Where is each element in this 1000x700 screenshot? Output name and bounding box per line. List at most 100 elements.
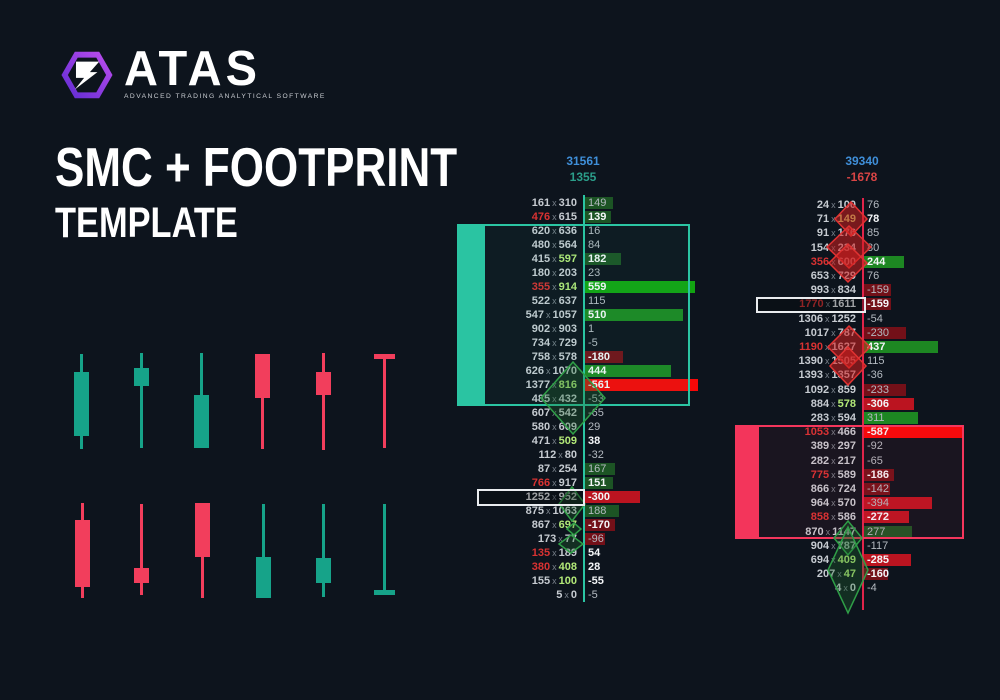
delta-bar (584, 477, 613, 489)
multiply-separator: x (831, 228, 836, 239)
multiply-separator: x (831, 498, 836, 509)
delta-value: 139 (588, 211, 607, 223)
bid-value: 1053 (804, 426, 830, 439)
delta-value: -117 (867, 539, 889, 552)
bid-ask-value: 480 x 564 (532, 238, 577, 252)
bid-value: 1190 (799, 341, 824, 353)
bid-ask-value: 282 x 217 (811, 454, 856, 468)
bid-value: 580 (531, 421, 551, 433)
poc-highlight-box (477, 489, 585, 506)
delta-value: -180 (588, 351, 611, 363)
bid-ask-value: 1053 x 466 (805, 425, 856, 439)
bid-ask-value: 775 x 589 (811, 468, 856, 482)
ask-value: 589 (837, 468, 856, 481)
multiply-separator: x (831, 484, 836, 494)
delta-value: 29 (588, 421, 601, 433)
delta-bar (863, 284, 891, 297)
footprint-candle-body (458, 225, 485, 404)
delta-bar (863, 497, 932, 510)
bid-value: 867 (531, 519, 551, 531)
candle-body (315, 558, 331, 583)
bid-ask-value: 355 x 914 (532, 280, 577, 294)
cluster-volume-label: 39340 (845, 154, 879, 168)
title-line-2: TEMPLATE (55, 199, 238, 247)
multiply-separator: x (825, 356, 830, 367)
ask-value: 217 (837, 454, 856, 467)
delta-value: 151 (588, 477, 607, 489)
delta-value: -32 (588, 449, 604, 461)
delta-bar (584, 519, 615, 531)
bid-value: 112 (538, 449, 557, 461)
candle-body (133, 368, 149, 386)
multiply-separator: x (831, 441, 836, 452)
delta-bar (584, 533, 605, 545)
delta-bar (584, 197, 613, 209)
ask-value: 637 (558, 295, 577, 307)
ask-value: 578 (558, 351, 577, 363)
bid-ask-value: 522 x 637 (532, 294, 577, 308)
ask-value: 1057 (552, 309, 577, 321)
multiply-separator: x (552, 240, 557, 250)
bid-value: 5 (556, 589, 563, 601)
ask-value: 816 (559, 379, 577, 391)
poc-highlight-box (756, 297, 866, 313)
delta-value: -54 (867, 312, 883, 325)
multiply-separator: x (841, 583, 850, 593)
ask-value: 409 (838, 554, 856, 566)
multiply-separator: x (831, 271, 836, 281)
bid-value: 866 (810, 483, 830, 495)
bid-value: 471 (531, 435, 551, 447)
ask-value: 914 (558, 281, 577, 293)
ask-value: 310 (558, 197, 577, 209)
footprint-chart-bullish: 161 x 310 149 476 x 615 139 620 x 636 16 480 x 564 84 41… (450, 150, 712, 620)
ask-value: 834 (837, 284, 856, 297)
bid-value: 71 (816, 213, 830, 226)
bid-value: 283 (810, 412, 830, 424)
delta-bar (863, 511, 909, 524)
delta-value: -300 (588, 491, 611, 503)
footprint-candle-body (737, 427, 759, 537)
title-line-1: SMC + FOOTPRINT (55, 136, 458, 198)
multiply-separator: x (825, 526, 831, 537)
multiply-separator: x (831, 540, 836, 551)
candle-doji-cap (373, 354, 395, 359)
delta-bar (863, 326, 906, 339)
ask-value: 432 (559, 393, 577, 405)
brand-name: ATAS (124, 39, 261, 96)
ask-value: 0 (570, 589, 577, 601)
bid-ask-value: 858 x 586 (811, 510, 856, 524)
bid-value: 4 (835, 582, 841, 594)
bid-ask-value: 180 x 203 (532, 266, 577, 280)
delta-value: 115 (867, 355, 885, 368)
multiply-separator: x (825, 299, 831, 310)
bid-ask-value: 884 x 578 (811, 397, 856, 411)
multiply-separator: x (831, 200, 836, 210)
bid-ask-value: 173x77 (538, 532, 577, 546)
ask-value: 859 (837, 383, 856, 396)
delta-value: -170 (588, 519, 611, 531)
ask-value: 509 (558, 435, 577, 447)
delta-value: -36 (867, 369, 883, 382)
bid-value: 964 (810, 497, 830, 510)
multiply-separator: x (552, 478, 557, 488)
delta-bar (863, 397, 914, 410)
bid-value: 87 (537, 463, 551, 475)
multiply-separator: x (550, 380, 559, 390)
candle-wick (382, 504, 386, 595)
bid-ask-value: 620 x 636 (532, 224, 577, 238)
ask-value: 724 (837, 483, 856, 495)
delta-value: -230 (867, 326, 890, 339)
bid-value: 522 (531, 295, 551, 307)
multiply-separator: x (550, 394, 559, 404)
delta-value: -159 (867, 298, 890, 311)
candle-wick (382, 354, 386, 448)
delta-value: -142 (867, 483, 890, 495)
delta-bar (584, 505, 619, 517)
multiply-separator: x (552, 492, 557, 502)
delta-value: -394 (867, 497, 890, 510)
bid-value: 547 (525, 309, 545, 321)
ask-value: 1252 (831, 312, 856, 325)
delta-value: -92 (867, 440, 883, 453)
multiply-separator: x (552, 464, 557, 474)
